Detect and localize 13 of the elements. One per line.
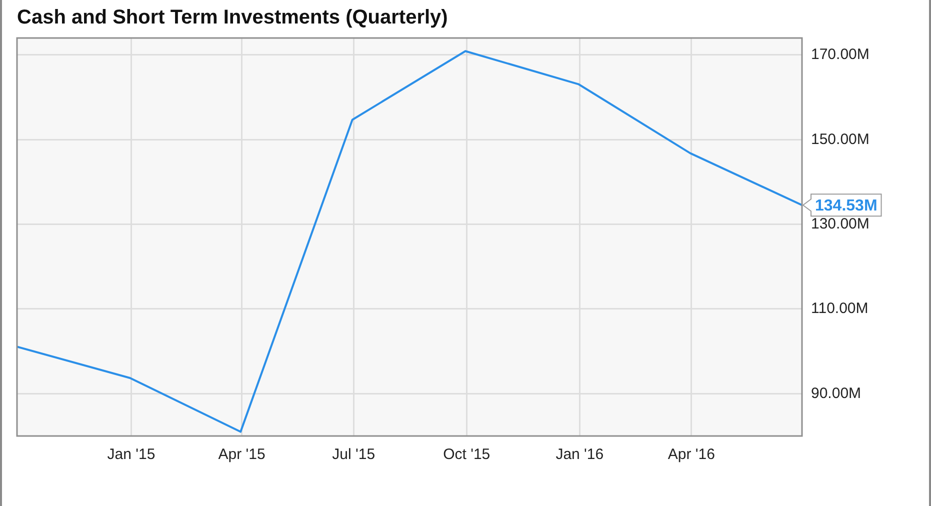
y-tick-label: 150.00M <box>811 130 870 148</box>
x-tick-label: Apr '15 <box>218 446 266 464</box>
x-tick-label: Jul '15 <box>332 446 376 464</box>
y-tick-label: 130.00M <box>811 215 870 232</box>
x-tick-label: Jan '16 <box>556 446 604 464</box>
x-tick-label: Oct '15 <box>443 446 490 464</box>
x-tick-label: Apr '16 <box>668 446 715 464</box>
y-tick-label: 170.00M <box>811 46 870 64</box>
data-label: 134.53M <box>815 198 878 215</box>
y-tick-label: 110.00M <box>811 300 868 318</box>
x-tick-label: Jan '15 <box>107 446 156 464</box>
chart-title: Cash and Short Term Investments (Quarterly) <box>17 6 448 29</box>
y-tick-label: 90.00M <box>811 384 862 402</box>
